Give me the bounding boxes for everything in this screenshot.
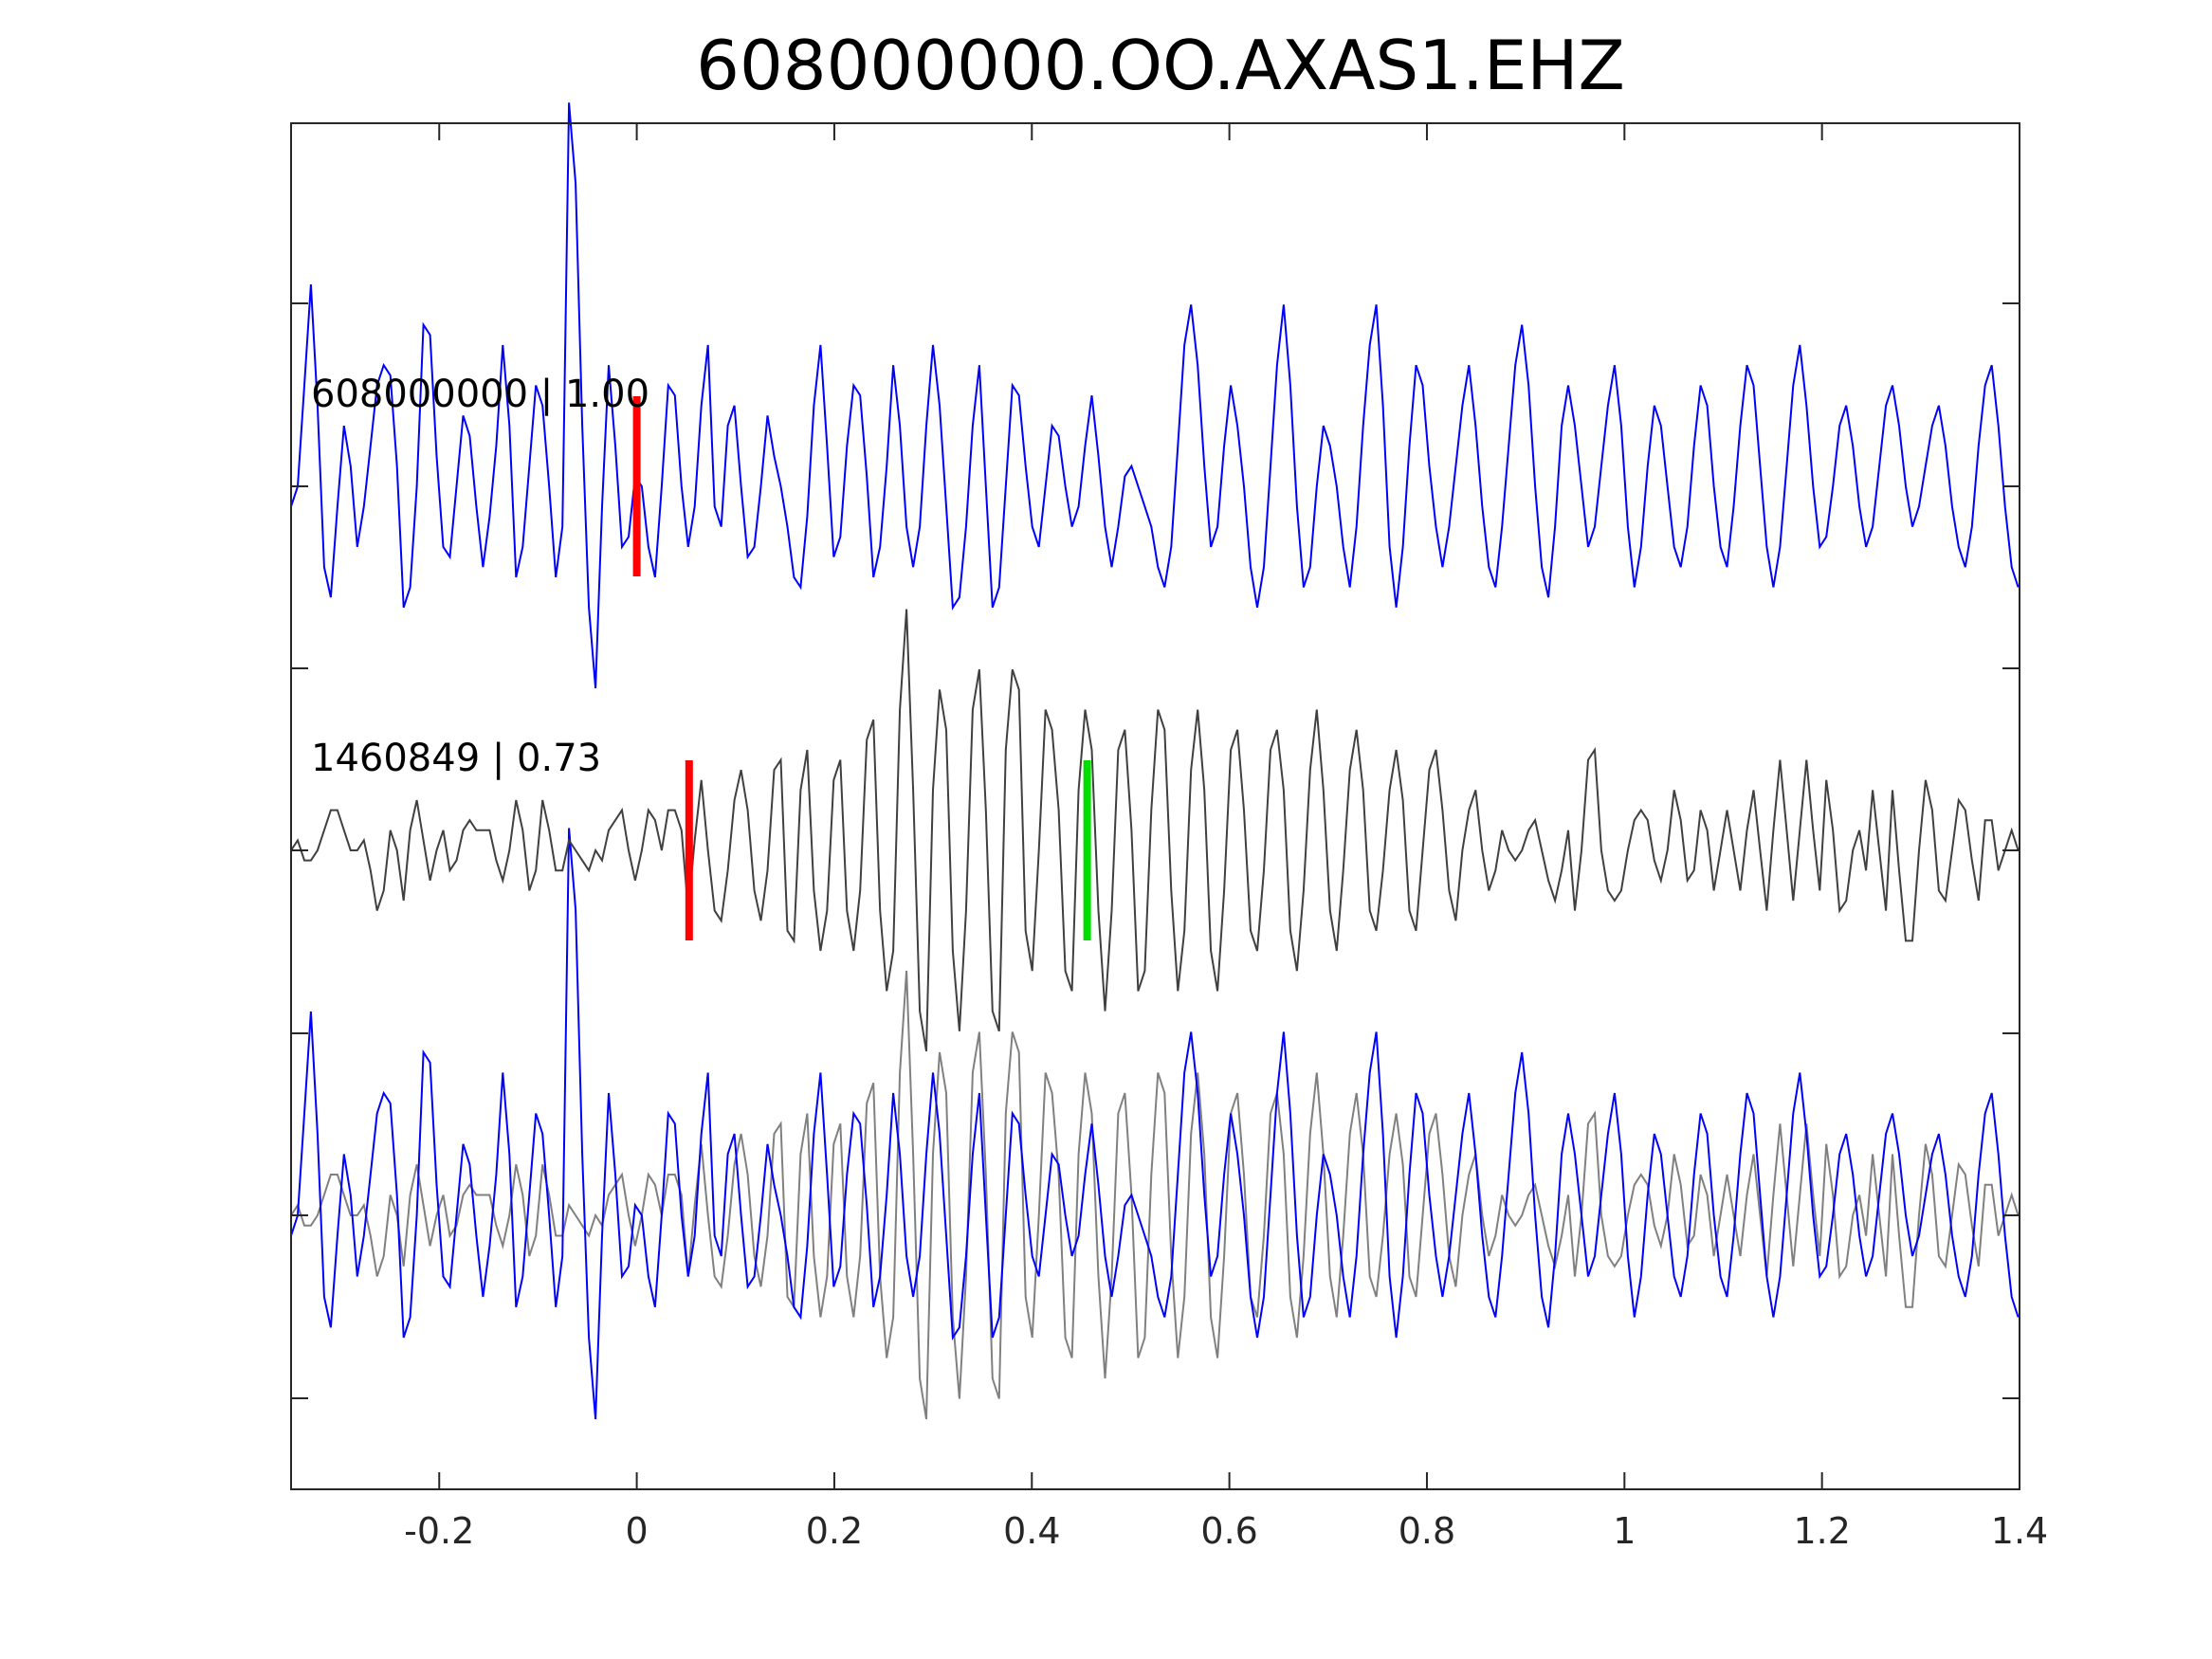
x-tick-label: 0.8	[1398, 1510, 1455, 1552]
axes-frame	[290, 122, 2020, 1490]
x-tick-label: 0.6	[1200, 1510, 1257, 1552]
phase-picks	[632, 396, 1091, 940]
x-tick-label: 0	[626, 1510, 649, 1552]
x-tick-label: -0.2	[404, 1510, 474, 1552]
axes: -0.2 0 0.2 0.4 0.6 0.8 1 1.2 1.4	[290, 122, 2048, 1552]
x-tick-label: 1	[1613, 1510, 1636, 1552]
trace-label-panel-2: 1460849 | 0.73	[311, 737, 601, 780]
x-tick-label: 0.4	[1003, 1510, 1060, 1552]
trace-labels: 608000000 | 1.00 1460849 | 0.73	[311, 373, 649, 780]
overlay-detection-trace	[290, 970, 2020, 1420]
waveform-traces	[290, 102, 2020, 1420]
x-tick-label: 1.4	[1991, 1510, 2048, 1552]
x-tick-label: 0.2	[806, 1510, 863, 1552]
template-trace	[290, 102, 2020, 689]
overlay-template-trace	[290, 828, 2020, 1420]
trace-label-panel-1: 608000000 | 1.00	[311, 373, 649, 416]
detection-trace	[290, 609, 2020, 1052]
chart-title: 608000000.OO.AXAS1.EHZ	[696, 26, 1625, 105]
x-tick-label: 1.2	[1793, 1510, 1850, 1552]
